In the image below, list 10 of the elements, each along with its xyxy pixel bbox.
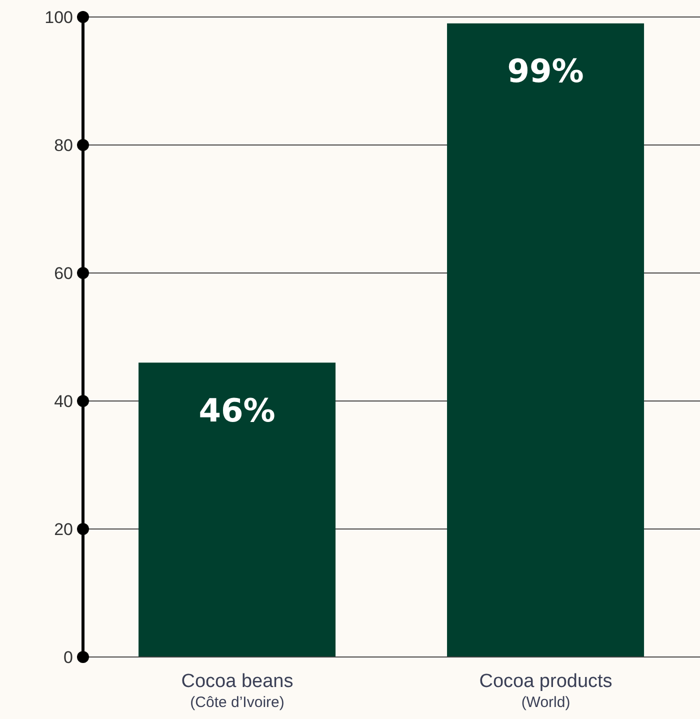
y-tick-label: 80 bbox=[54, 136, 73, 155]
y-tick-label: 60 bbox=[54, 264, 73, 283]
y-tick-label: 40 bbox=[54, 392, 73, 411]
data-label: 46% bbox=[198, 391, 276, 430]
y-tick-label: 0 bbox=[64, 648, 73, 667]
x-tick-label: Cocoa products (World) bbox=[479, 671, 612, 711]
x-tick-label: Cocoa beans (Côte d’Ivoire) bbox=[181, 671, 294, 711]
data-label: 99% bbox=[507, 52, 584, 90]
y-tick-label: 100 bbox=[44, 8, 73, 27]
y-tick-label: 20 bbox=[54, 520, 73, 539]
